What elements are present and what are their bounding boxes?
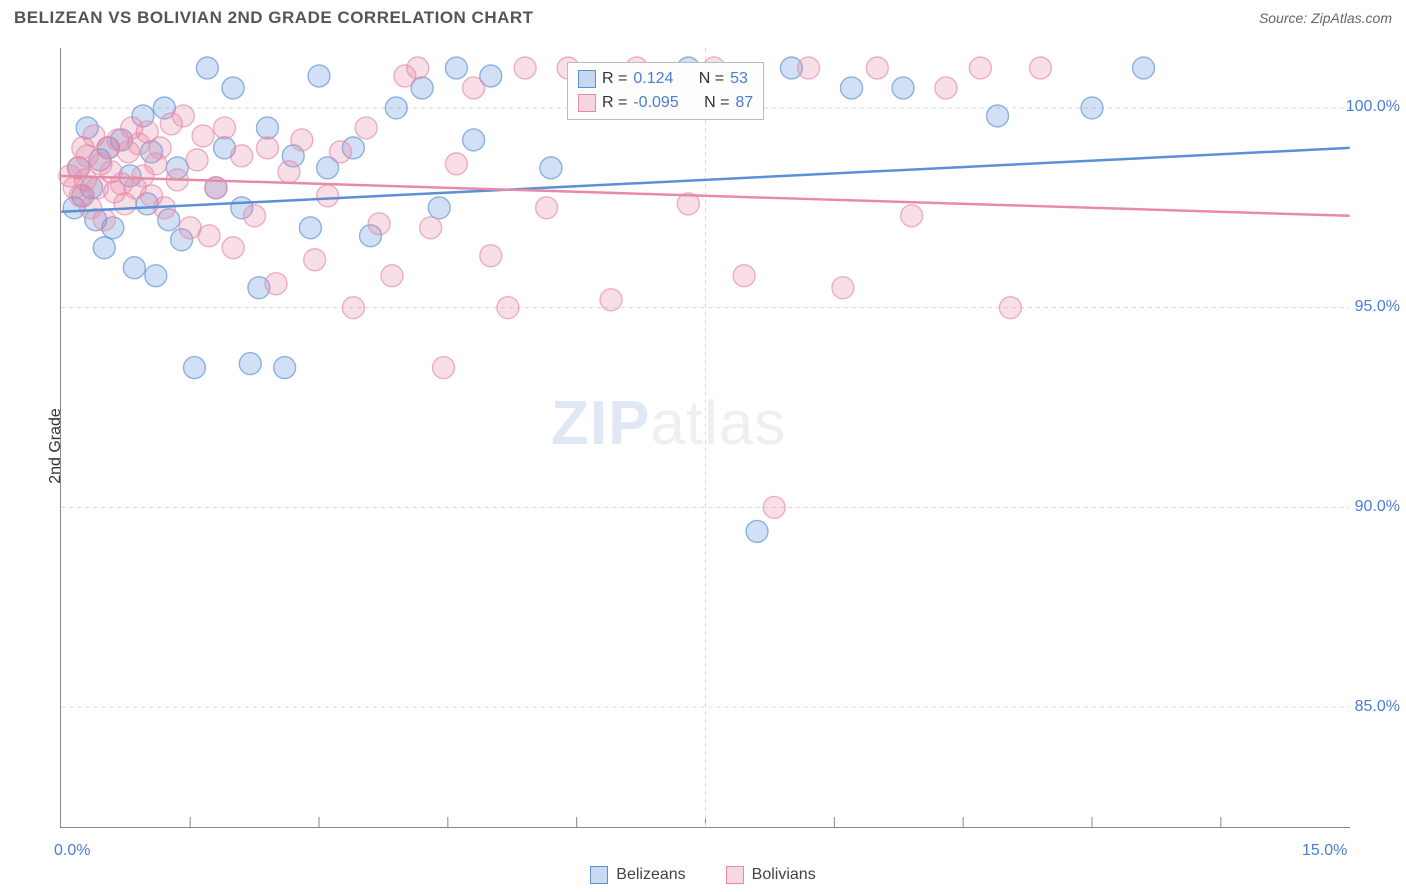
- y-tick-label: 85.0%: [1355, 698, 1400, 716]
- stats-swatch: [578, 70, 596, 88]
- source-label: Source: ZipAtlas.com: [1259, 10, 1392, 26]
- stats-row: R = 0.124 N = 53: [578, 67, 753, 91]
- y-tick-label: 90.0%: [1355, 498, 1400, 516]
- legend-label: Bolivians: [752, 866, 816, 884]
- chart-container: BELIZEAN VS BOLIVIAN 2ND GRADE CORRELATI…: [0, 0, 1406, 892]
- scatter-plot-svg: [61, 48, 1350, 827]
- y-tick-label: 100.0%: [1346, 98, 1400, 116]
- legend-swatch: [726, 866, 744, 884]
- header: BELIZEAN VS BOLIVIAN 2ND GRADE CORRELATI…: [14, 8, 1392, 36]
- bottom-legend: Belizeans Bolivians: [0, 858, 1406, 892]
- legend-item: Belizeans: [590, 866, 685, 884]
- plot-frame: ZIPatlas R = 0.124 N = 53R = -0.095 N = …: [60, 48, 1350, 828]
- y-tick-labels: 85.0%90.0%95.0%100.0%: [1360, 48, 1406, 828]
- correlation-stats-box: R = 0.124 N = 53R = -0.095 N = 87: [567, 62, 764, 120]
- y-tick-label: 95.0%: [1355, 298, 1400, 316]
- stats-row: R = -0.095 N = 87: [578, 91, 753, 115]
- legend-item: Bolivians: [726, 866, 816, 884]
- legend-swatch: [590, 866, 608, 884]
- legend-label: Belizeans: [616, 866, 685, 884]
- chart-title: BELIZEAN VS BOLIVIAN 2ND GRADE CORRELATI…: [14, 8, 534, 27]
- stats-swatch: [578, 94, 596, 112]
